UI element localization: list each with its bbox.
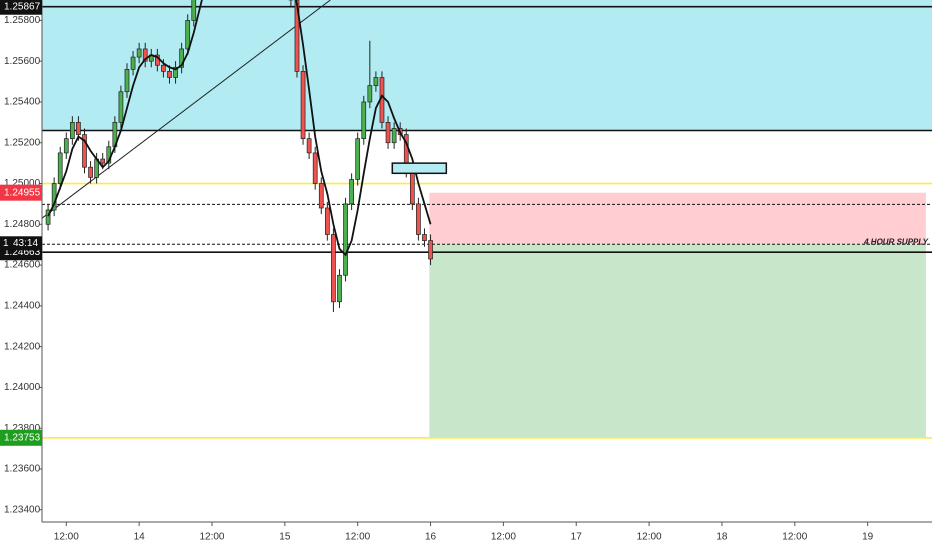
candle-body (318, 183, 324, 209)
candle-body (422, 234, 427, 241)
x-tick-label: 12:00 (637, 532, 662, 543)
candle-body (82, 134, 87, 168)
resistance-zone (42, 0, 932, 131)
y-tick-label: 1.25000 (4, 178, 41, 189)
candle-body (88, 166, 93, 178)
y-tick-label: 1.24200 (4, 341, 41, 352)
moving-average (47, 0, 432, 257)
y-tick-label: 1.24600 (4, 260, 41, 271)
candle-body (373, 77, 379, 86)
candle-body (130, 56, 136, 70)
price-tag-label: 1.25867 (4, 1, 41, 12)
x-tick-label: 14 (134, 532, 146, 543)
price-tag-label: 1.24955 (4, 187, 41, 198)
annotation: 4 HOUR SUPPLY (863, 237, 929, 246)
x-tick-label: 12:00 (782, 532, 807, 543)
candle-body (179, 48, 184, 68)
x-tick-label: 12:00 (54, 532, 79, 543)
y-tick-label: 1.24400 (4, 301, 41, 312)
candle-body (343, 203, 348, 276)
candle-body (167, 71, 172, 78)
x-tick-label: 15 (279, 532, 291, 543)
y-tick-label: 1.24800 (4, 219, 41, 230)
candle-body (428, 240, 433, 260)
y-tick-label: 1.24000 (4, 382, 41, 393)
candle-body (367, 85, 373, 103)
candle-body (70, 121, 75, 140)
price-tag (0, 0, 42, 15)
y-tick-label: 1.25800 (4, 15, 41, 26)
x-tick-label: 12:00 (491, 532, 516, 543)
x-tick-label: 12:00 (345, 532, 370, 543)
candle-body (45, 209, 51, 225)
y-tick-label: 1.23600 (4, 464, 41, 475)
candle-body (294, 0, 300, 72)
target-zone (429, 244, 926, 438)
y-tick-label: 1.23400 (4, 504, 41, 515)
candle-body (361, 101, 367, 140)
countdown-price: 1 (3, 238, 9, 249)
candle-body (416, 203, 421, 235)
candle-body (118, 91, 124, 123)
x-tick-label: 16 (425, 532, 437, 543)
candle-body (331, 234, 336, 303)
candle-body (136, 48, 142, 58)
candle-body (173, 66, 178, 78)
candle-body (124, 68, 130, 93)
x-tick-label: 19 (862, 532, 874, 543)
candle-body (349, 179, 354, 205)
candle-body (409, 170, 415, 205)
x-tick-label: 17 (571, 532, 583, 543)
countdown-time: 43:14 (13, 238, 38, 249)
candle-body (391, 128, 397, 144)
x-tick-label: 12:00 (199, 532, 224, 543)
candle-body (191, 0, 197, 21)
plot-area: DAILY RESISTANCE4 HOUR SUPPLY (42, 0, 932, 439)
price-tag (0, 184, 42, 201)
zone-box (391, 162, 448, 175)
candle-body (76, 121, 81, 135)
candle-body (324, 207, 330, 235)
price-tag (0, 429, 42, 446)
candle-body (306, 138, 312, 154)
candle-body (355, 138, 361, 180)
y-tick-label: 1.25200 (4, 137, 41, 148)
trendline (42, 0, 331, 219)
price-tag-label: 1.24663 (4, 247, 41, 258)
candle-body (100, 158, 106, 164)
y-tick-label: 1.23800 (4, 423, 41, 434)
candle-body (57, 152, 63, 184)
countdown-tag (0, 236, 42, 251)
time-axis-bg (0, 522, 932, 550)
candle-body (300, 71, 306, 140)
y-tick-label: 1.25600 (4, 56, 41, 67)
candle-body (63, 138, 69, 154)
x-tick-label: 18 (716, 532, 728, 543)
stop-zone (429, 192, 926, 245)
y-tick-label: 1.25400 (4, 97, 41, 108)
candle-body (337, 274, 342, 303)
candle-body (142, 48, 148, 62)
price-tag-label: 1.23753 (4, 432, 41, 443)
candle-body (185, 20, 191, 50)
candle-body (161, 64, 166, 72)
candle-body (312, 152, 318, 184)
candle-body (385, 121, 391, 144)
